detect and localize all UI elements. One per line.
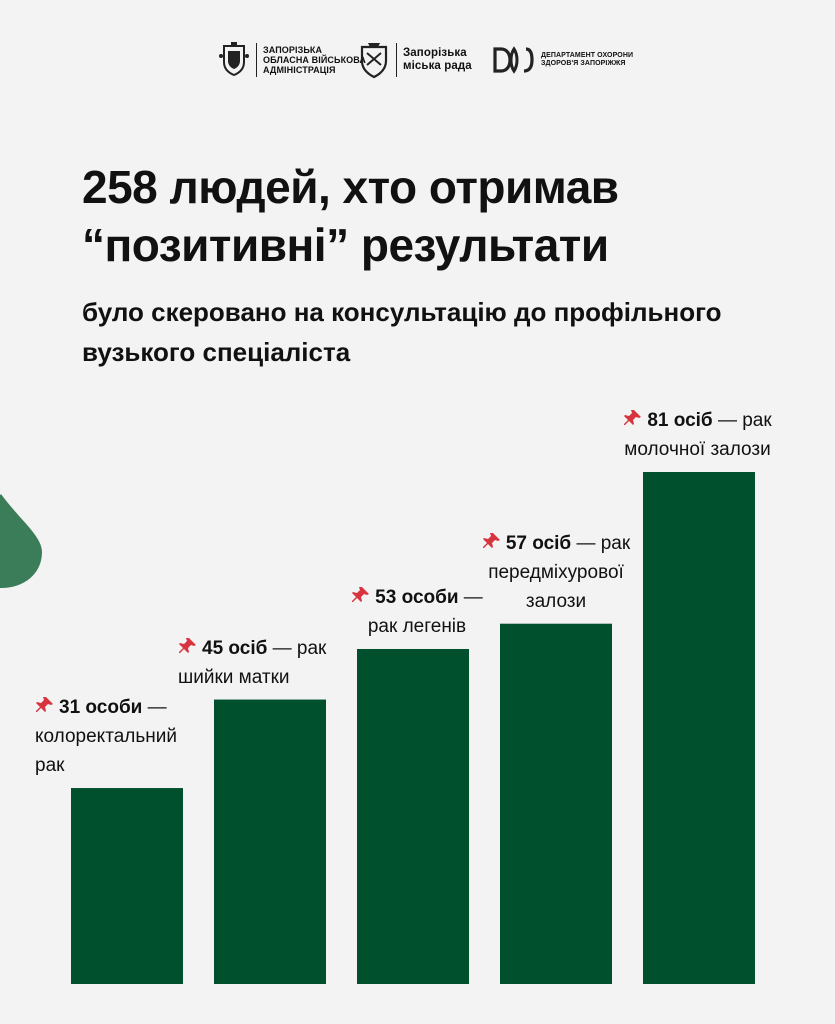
- bar-value-label: 45 осіб: [202, 637, 268, 659]
- health-department-mark-icon: [493, 46, 534, 74]
- bar-category-label: — рак передміхурової залози: [488, 532, 631, 612]
- coat-of-arms-icon: [219, 42, 249, 77]
- page-title: 258 людей, хто отримав “позитивні” резул…: [82, 161, 619, 271]
- decorative-leaf-shape: [0, 494, 42, 588]
- bar-label-3: 53 особи — рак легенів: [347, 583, 487, 641]
- bar-value-label: 81 осіб: [647, 410, 713, 431]
- logo-bar: ЗАПОРІЗЬКА ОБЛАСНА ВІЙСЬКОВА АДМІНІСТРАЦ…: [0, 40, 835, 80]
- bar-category-label: — рак шийки матки: [178, 637, 327, 688]
- logo-divider: [256, 43, 257, 77]
- bar-category-label: — рак молочної залози: [624, 410, 772, 460]
- bar-value-label: 57 осіб: [505, 532, 572, 554]
- health-department-logo: ДЕПАРТАМЕНТ ОХОРОНИ ЗДОРОВ'Я ЗАПОРІЖЖЯ: [492, 40, 633, 80]
- pushpin-icon: [352, 586, 370, 602]
- logo-divider: [396, 43, 397, 77]
- bar-1: [71, 788, 183, 984]
- bar-label-2: 45 осіб — рак шийки матки: [178, 634, 348, 692]
- health-department-name: ДЕПАРТАМЕНТ ОХОРОНИ ЗДОРОВ'Я ЗАПОРІЖЖЯ: [541, 52, 634, 67]
- pushpin-icon: [482, 532, 500, 548]
- regional-administration-logo: ЗАПОРІЗЬКА ОБЛАСНА ВІЙСЬКОВА АДМІНІСТРАЦ…: [218, 40, 366, 80]
- regional-administration-name: ЗАПОРІЗЬКА ОБЛАСНА ВІЙСЬКОВА АДМІНІСТРАЦ…: [263, 45, 367, 75]
- bar-3: [357, 648, 469, 984]
- pushpin-icon: [624, 410, 642, 425]
- bar-category-label: — рак легенів: [367, 586, 483, 637]
- bar-label-1: 31 особи — колоректальний рак: [35, 693, 205, 780]
- page-subtitle: було скеровано на консультацію до профіл…: [82, 297, 722, 367]
- city-emblem-icon: [360, 43, 388, 79]
- city-council-logo: Запорізька міська рада: [358, 40, 472, 80]
- city-council-name: Запорізька міська рада: [403, 47, 472, 72]
- pushpin-icon: [179, 637, 196, 653]
- bar-value-label: 53 особи: [375, 586, 459, 608]
- bar-category-label: — колоректальний рак: [35, 697, 177, 777]
- bar-5: [643, 472, 755, 984]
- bar-value-label: 31 особи: [59, 697, 143, 719]
- bar-label-5: 81 осіб — рак молочної залози: [610, 406, 785, 464]
- bar-2: [214, 699, 326, 984]
- pushpin-icon: [36, 697, 53, 713]
- bar-4: [500, 623, 612, 984]
- bar-label-4: 57 осіб — рак передміхурової залози: [471, 529, 641, 616]
